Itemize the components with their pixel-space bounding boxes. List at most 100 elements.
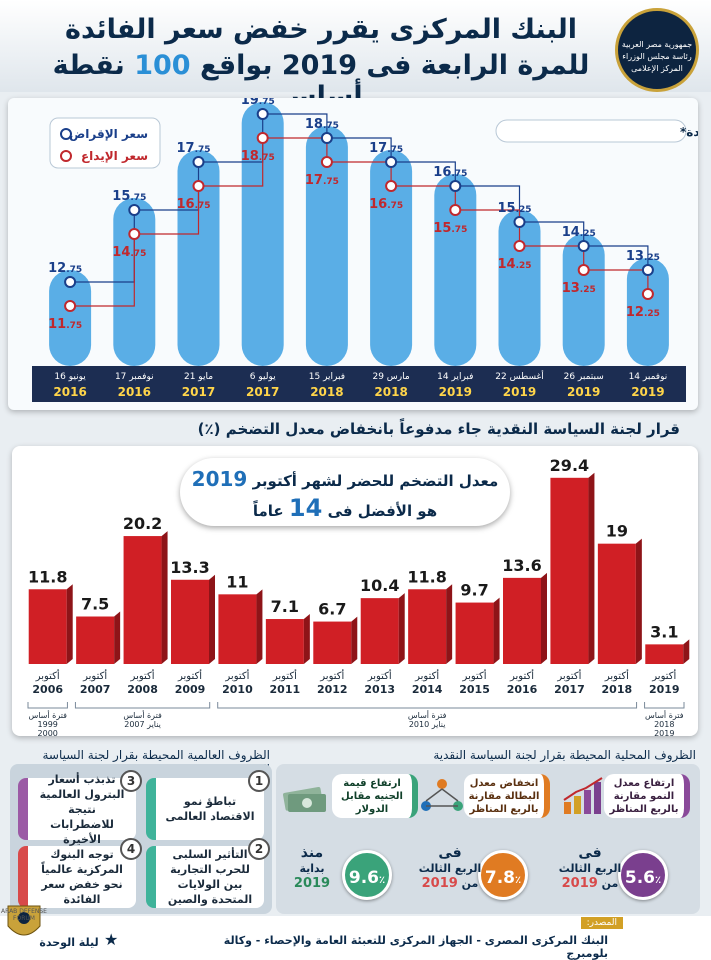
page-title: البنك المركزى يقرر خفض سعر الفائدة (65, 14, 577, 45)
inflation-value-label-7: 10.4 (360, 576, 399, 595)
global-item-number: 3 (120, 770, 142, 792)
deposit-label-4: 17.75 (305, 173, 339, 188)
forum-badge-logo (7, 905, 41, 936)
inflation-section-title: قرار لجنة السياسة النقدية جاء مدفوعاً با… (197, 420, 680, 438)
deposit-label-0: 11.75 (48, 317, 82, 332)
growth-year: 2019 (561, 876, 598, 891)
base-period-label-0-0: فترة أساس (28, 710, 67, 720)
global-item-1: 1 تباطؤ نمو الاقتصاد العالمى (146, 770, 270, 840)
deposit-marker-5 (385, 180, 398, 192)
unemployment-tag: انخفاض معدل البطالة مقارنة بالربع المناظ… (464, 774, 550, 818)
emblem-text: جمهورية مصر العربية رئاسة مجلس الوزراء ا… (618, 39, 696, 75)
inflation-year-label-10: 2016 (507, 683, 538, 696)
lending-marker-5 (385, 156, 398, 168)
global-item-text: تباطؤ نمو الاقتصاد العالمى (165, 795, 255, 823)
pound-period-l2: بداية (299, 862, 325, 875)
lending-marker-7 (513, 216, 526, 228)
x-day-label-7: 22 أغسطس (495, 370, 543, 382)
unemployment-period-l3: من (461, 877, 479, 890)
inflation-bar-12 (597, 543, 636, 664)
bar-6 (434, 174, 477, 366)
inflation-month-label-11: أكتوبر (556, 669, 581, 682)
base-period-bracket-3 (644, 702, 685, 709)
inflation-bar-3 (171, 579, 209, 664)
x-year-label-2: 2017 (182, 385, 215, 399)
deposit-marker-9 (641, 288, 654, 300)
unemployment-year: 2019 (421, 876, 458, 891)
inflation-year-label-4: 2010 (222, 683, 253, 696)
x-year-label-5: 2018 (374, 385, 407, 399)
inflation-month-label-2: أكتوبر (130, 669, 155, 682)
global-item-3: 3 تذبذب أسعار البترول العالمية نتيجة للا… (18, 770, 142, 846)
unemployment-period-l1: فى (438, 845, 462, 861)
inflation-month-label-9: أكتوبر (462, 669, 487, 682)
inflation-year-label-11: 2017 (554, 683, 585, 696)
inflation-year-label-9: 2015 (459, 683, 490, 696)
inflation-bar-side-1 (114, 611, 121, 664)
inflation-bar-9 (455, 602, 494, 664)
chart1-title: تسلسل زمنى لسعر الفائدة* (680, 125, 698, 139)
inflation-year-label-3: 2009 (175, 683, 206, 696)
callout-text-c: عاماً (252, 502, 284, 520)
inflation-bar-1 (76, 616, 115, 664)
legend-box (49, 117, 161, 169)
inflation-month-label-8: أكتوبر (414, 669, 439, 682)
inflation-bar-6 (313, 621, 352, 664)
inflation-value-label-12: 19 (606, 522, 628, 541)
inflation-value-label-8: 11.8 (407, 567, 446, 586)
legend-deposit-label: سعر الإيداع (81, 149, 148, 163)
inflation-month-label-7: أكتوبر (367, 669, 392, 682)
lending-marker-1 (128, 204, 141, 216)
inflation-value-label-6: 6.7 (318, 600, 346, 619)
chart1-title-box (495, 119, 687, 143)
lending-label-8: 14.25 (562, 225, 596, 240)
inflation-bar-side-2 (161, 531, 168, 664)
x-day-label-5: 29 مارس (372, 372, 409, 382)
inflation-bar-side-0 (66, 584, 73, 664)
base-period-bracket-1 (74, 702, 211, 709)
growth-chart-icon (563, 777, 603, 814)
base-period-label-0-1: 1999 (38, 720, 58, 729)
lending-label-0: 12.75 (48, 261, 82, 276)
lending-label-3: 19.75 (241, 98, 275, 108)
lending-label-1: 15.75 (112, 189, 146, 204)
callout-text-b: هو الأفضل فى (327, 502, 438, 520)
growth-period: فى الربع الثالث من 2019 (558, 845, 622, 892)
inflation-year-label-7: 2013 (364, 683, 395, 696)
bar-2 (177, 150, 220, 366)
global-item-number: 2 (248, 838, 270, 860)
inflation-year-label-2: 2008 (127, 683, 158, 696)
growth-period-l1: فى (578, 845, 602, 861)
global-item-text: التأثير السلبى للحرب التجارية بين الولاي… (167, 848, 253, 906)
x-year-label-1: 2016 (118, 385, 151, 399)
base-period-label-3-0: فترة أساس (645, 710, 684, 720)
inflation-bar-side-3 (209, 574, 215, 664)
bar-3 (241, 102, 284, 366)
lending-marker-9 (641, 264, 654, 276)
lending-marker-2 (192, 156, 205, 168)
unemployment-unit: ٪ (515, 875, 522, 886)
x-year-label-8: 2019 (567, 385, 600, 399)
inflation-bar-side-11 (588, 472, 595, 664)
growth-tag: ارتفاع معدل النمو مقارنة بالربع المناظر (604, 774, 690, 818)
lending-marker-3 (256, 108, 269, 120)
deposit-marker-4 (320, 156, 333, 168)
inflation-bar-2 (123, 536, 162, 664)
global-item-text: تذبذب أسعار البترول العالمية نتيجة للاضط… (39, 772, 125, 846)
timeline-base (32, 366, 686, 402)
x-year-label-3: 2017 (246, 385, 279, 399)
inflation-year-label-1: 2007 (80, 683, 111, 696)
bar-5 (370, 150, 413, 366)
pound-tag: ارتفاع قيمة الجنيه مقابل الدولار (332, 774, 418, 818)
deposit-label-1: 14.75 (112, 245, 146, 260)
global-item-4: 4 توجه البنوك المركزية عالمياً نحو خفض س… (18, 838, 142, 908)
growth-period-l3: من (601, 877, 619, 890)
inflation-year-label-8: 2014 (412, 683, 443, 696)
inflation-month-label-13: أكتوبر (651, 669, 676, 682)
deposit-label-5: 16.75 (369, 197, 403, 212)
badge-text: ليلة الوحدة (39, 936, 99, 949)
growth-unit: ٪ (655, 875, 662, 886)
legend-deposit-marker (60, 150, 72, 162)
inflation-bar-side-8 (446, 584, 453, 664)
inflation-month-label-3: أكتوبر (177, 669, 202, 682)
